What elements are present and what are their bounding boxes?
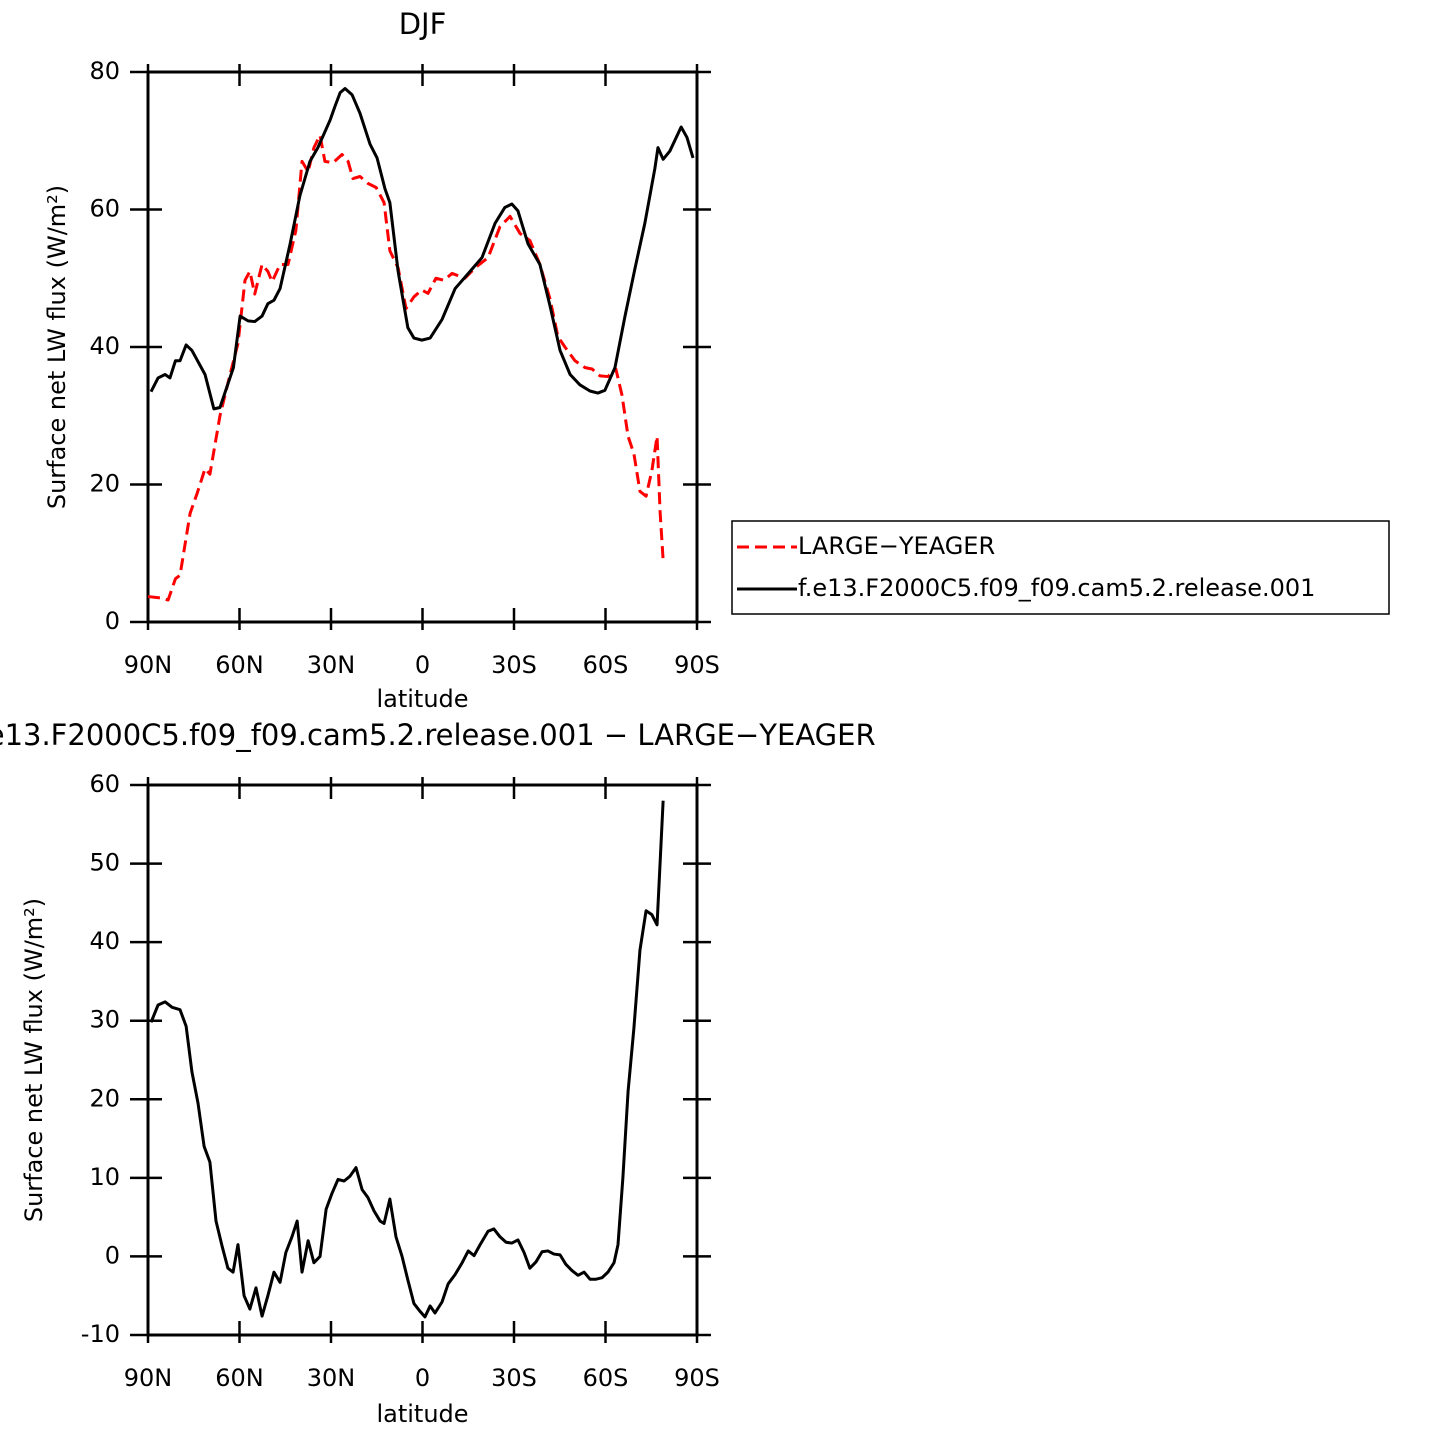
y-tick-label: 40 bbox=[89, 332, 120, 360]
y-tick-label: 40 bbox=[89, 927, 120, 955]
x-tick-label: 90S bbox=[674, 1364, 720, 1392]
x-tick-label: 0 bbox=[415, 651, 430, 679]
y-axis-label: Surface net LW flux (W/m²) bbox=[20, 898, 48, 1222]
y-axis-label: Surface net LW flux (W/m²) bbox=[43, 185, 71, 509]
x-axis-label: latitude bbox=[376, 685, 468, 713]
legend-label: LARGE−YEAGER bbox=[798, 532, 995, 560]
y-tick-label: 0 bbox=[105, 1241, 120, 1269]
x-tick-label: 0 bbox=[415, 1364, 430, 1392]
y-tick-label: 20 bbox=[89, 1084, 120, 1112]
y-tick-label: 10 bbox=[89, 1163, 120, 1191]
chart-title: f.e13.F2000C5.f09_f09.cam5.2.release.001… bbox=[0, 718, 876, 752]
x-tick-label: 60N bbox=[215, 651, 264, 679]
x-tick-label: 30S bbox=[491, 651, 537, 679]
y-tick-label: 50 bbox=[89, 849, 120, 877]
y-tick-label: 60 bbox=[89, 195, 120, 223]
x-tick-label: 90N bbox=[124, 1364, 173, 1392]
y-tick-label: 60 bbox=[89, 770, 120, 798]
series-line bbox=[149, 87, 695, 411]
x-tick-label: 60N bbox=[215, 1364, 264, 1392]
series-line bbox=[147, 133, 665, 602]
y-tick-label: 80 bbox=[89, 57, 120, 85]
y-tick-label: 30 bbox=[89, 1006, 120, 1034]
x-axis-label: latitude bbox=[376, 1400, 468, 1428]
x-tick-label: 60S bbox=[583, 1364, 629, 1392]
x-tick-label: 30S bbox=[491, 1364, 537, 1392]
plot-frame bbox=[146, 70, 699, 624]
y-tick-label: 20 bbox=[89, 470, 120, 498]
legend-label: f.e13.F2000C5.f09_f09.cam5.2.release.001 bbox=[798, 574, 1315, 602]
y-tick-label: 0 bbox=[105, 607, 120, 635]
series-line bbox=[149, 800, 665, 1319]
x-tick-label: 60S bbox=[583, 651, 629, 679]
legend-box bbox=[731, 520, 1390, 615]
x-tick-label: 90S bbox=[674, 651, 720, 679]
plot-frame bbox=[146, 783, 699, 1337]
y-tick-label: -10 bbox=[81, 1320, 120, 1348]
chart-title: DJF bbox=[399, 7, 447, 41]
x-tick-label: 90N bbox=[124, 651, 173, 679]
x-tick-label: 30N bbox=[307, 651, 356, 679]
x-tick-label: 30N bbox=[307, 1364, 356, 1392]
